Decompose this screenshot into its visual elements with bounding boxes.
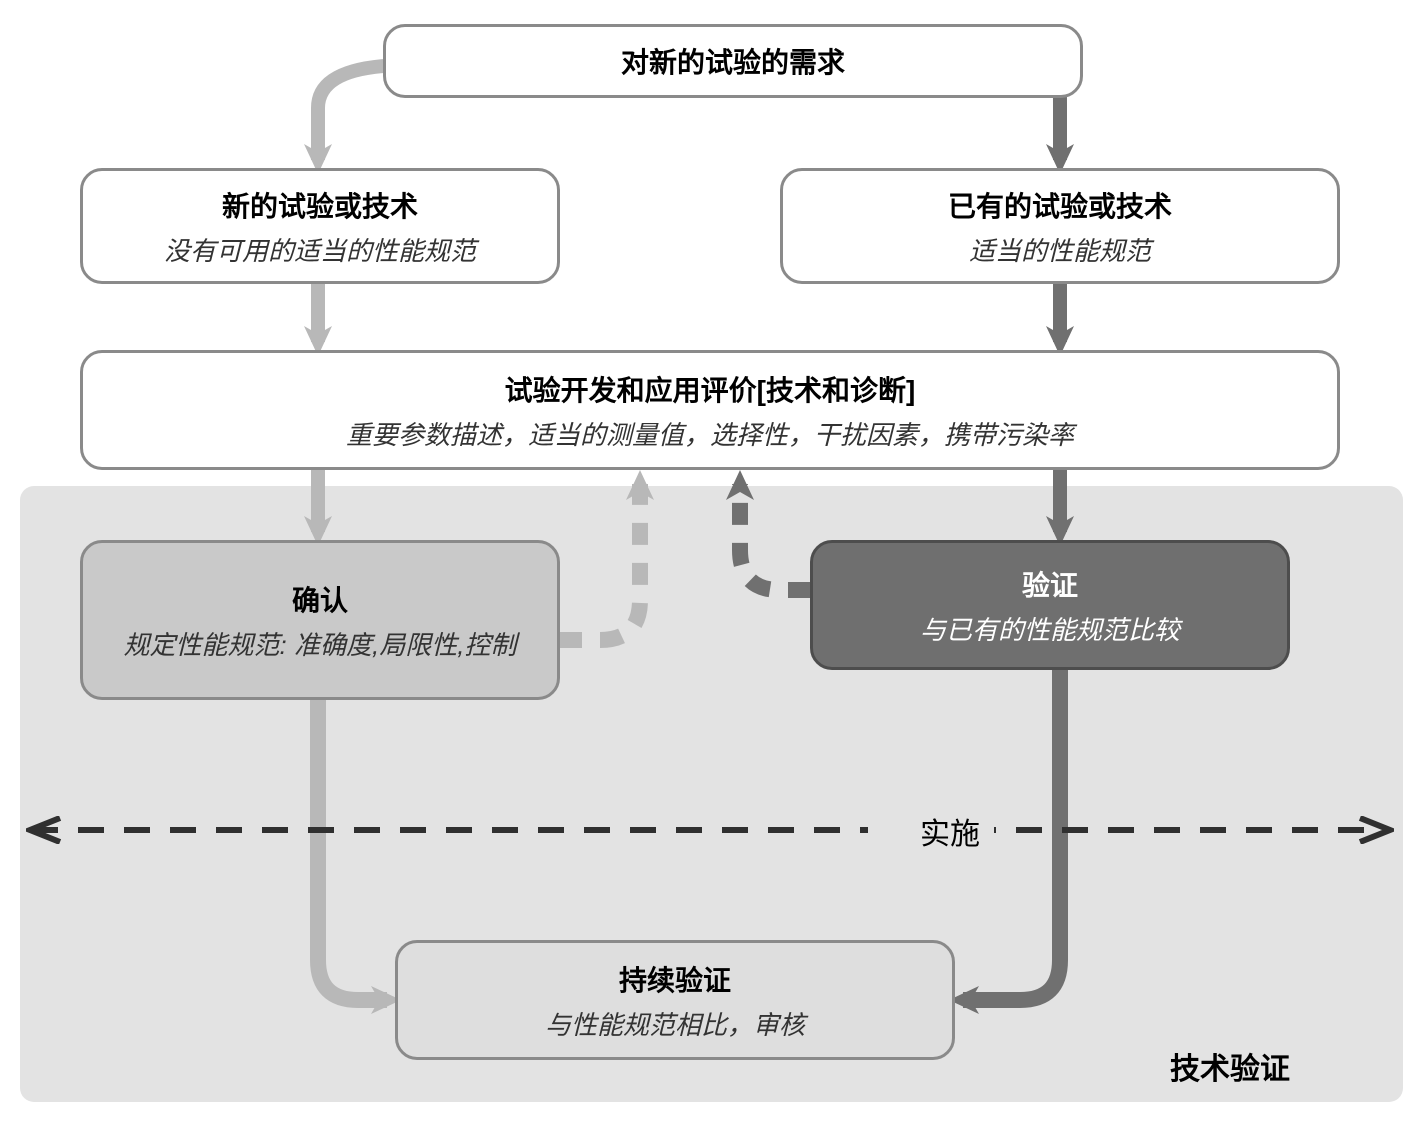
node-n5: 确认规定性能规范: 准确度,局限性,控制 <box>80 540 560 700</box>
node-n1-title: 对新的试验的需求 <box>621 41 845 81</box>
node-n5-subtitle: 规定性能规范: 准确度,局限性,控制 <box>124 625 517 662</box>
node-n3-title: 已有的试验或技术 <box>948 185 1172 225</box>
edge-e9 <box>318 700 387 1000</box>
label-techver: 技术验证 <box>1170 1044 1290 1088</box>
node-n2-subtitle: 没有可用的适当的性能规范 <box>164 231 476 268</box>
node-n5-title: 确认 <box>292 579 348 619</box>
edge-e7 <box>560 484 640 640</box>
node-n1: 对新的试验的需求 <box>383 24 1083 98</box>
node-n7-subtitle: 与性能规范相比，审核 <box>545 1005 805 1042</box>
node-n3: 已有的试验或技术适当的性能规范 <box>780 168 1340 284</box>
node-n2-title: 新的试验或技术 <box>222 185 418 225</box>
node-n4-subtitle: 重要参数描述，适当的测量值，选择性，干扰因素，携带污染率 <box>346 415 1074 452</box>
node-n3-subtitle: 适当的性能规范 <box>969 231 1151 268</box>
node-n6: 验证与已有的性能规范比较 <box>810 540 1290 670</box>
node-n7-title: 持续验证 <box>619 959 731 999</box>
edge-e8 <box>740 484 810 590</box>
node-n2: 新的试验或技术没有可用的适当的性能规范 <box>80 168 560 284</box>
node-n6-title: 验证 <box>1022 564 1078 604</box>
label-impl: 实施 <box>906 809 994 853</box>
flowchart-stage: 对新的试验的需求新的试验或技术没有可用的适当的性能规范 已有的试验或技术适当的性能… <box>0 0 1423 1122</box>
node-n7: 持续验证与性能规范相比，审核 <box>395 940 955 1060</box>
node-n4: 试验开发和应用评价[技术和诊断] 重要参数描述，适当的测量值，选择性，干扰因素，携… <box>80 350 1340 470</box>
node-n4-title: 试验开发和应用评价[技术和诊断] <box>505 369 916 409</box>
node-n6-subtitle: 与已有的性能规范比较 <box>920 610 1180 647</box>
